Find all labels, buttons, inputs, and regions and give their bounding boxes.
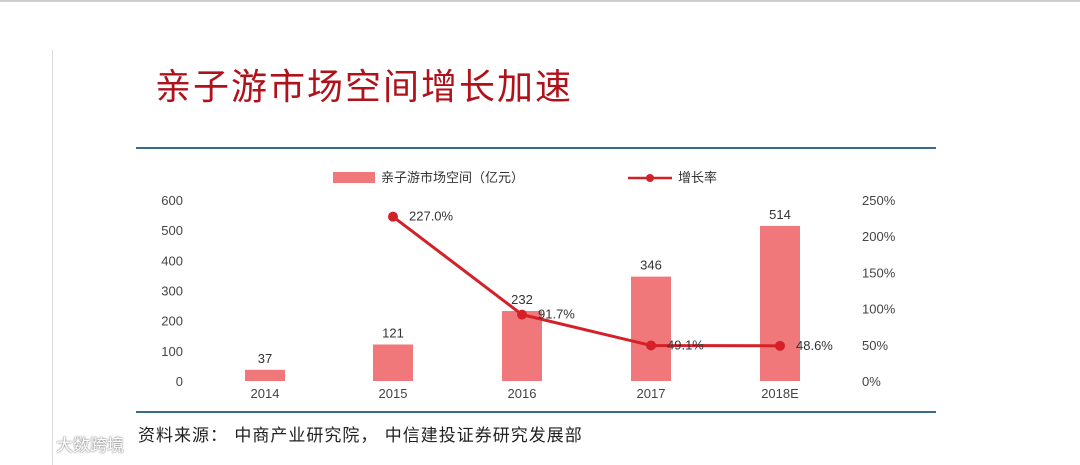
left-tick-label: 600 [161,193,183,208]
x-tick-label: 2014 [251,386,280,401]
bar-value-labels: 37 121 232 346 514 [258,207,791,366]
line-value-label: 227.0% [409,209,454,224]
bar-value-label: 121 [382,325,404,340]
right-tick-label: 100% [862,302,896,317]
bar-value-label: 232 [511,292,533,307]
legend-line-marker [646,174,654,182]
legend-line-label: 增长率 [678,170,717,185]
right-tick-label: 150% [862,265,896,280]
left-tick-label: 200 [161,314,183,329]
watermark-text: 大数跨境 [56,436,124,456]
x-tick-label: 2015 [379,386,408,401]
line-value-labels: 227.0% 91.7% 49.1% 48.6% [409,209,833,353]
top-border [0,0,1080,2]
bar-value-label: 514 [769,207,791,222]
left-axis: 0 100 200 300 400 500 600 [161,193,183,389]
left-tick-label: 100 [161,344,183,359]
line-point [388,211,398,222]
bar [631,276,671,381]
right-tick-label: 0% [862,374,881,389]
bar-value-label: 37 [258,351,272,366]
left-border [52,50,53,465]
slide-title: 亲子游市场空间增长加速 [155,67,574,108]
x-tick-label: 2016 [508,386,537,401]
bar [760,225,800,381]
line-value-label: 48.6% [796,338,833,353]
growth-rate-line [392,215,781,348]
line-value-label: 49.1% [667,337,704,352]
chart-top-rule [136,147,936,149]
bar [245,369,285,381]
source-note: 资料来源： 中商产业研究院， 中信建投证券研究发展部 [138,426,583,446]
line-value-label: 91.7% [538,307,575,322]
bar-value-label: 346 [640,258,662,273]
chart-bottom-rule [136,411,936,413]
legend-bar-label: 亲子游市场空间（亿元） [381,170,524,185]
left-tick-label: 400 [161,253,183,268]
left-tick-label: 500 [161,223,183,238]
left-tick-label: 300 [161,284,183,299]
line-point [646,340,656,351]
bar [373,344,413,381]
right-tick-label: 200% [862,229,896,244]
x-axis: 2014 2015 2016 2017 2018E [251,386,800,401]
right-tick-label: 250% [862,193,896,208]
bar-series [245,225,800,381]
watermark-logo-icon [8,433,52,455]
right-axis: 0% 50% 100% 150% 200% 250% [862,193,896,389]
line-series [388,211,785,351]
chart-legend: 亲子游市场空间（亿元） 增长率 [333,170,717,185]
line-point [517,309,527,320]
x-tick-label: 2018E [761,386,799,401]
bar [502,311,542,381]
line-point [775,340,785,351]
legend-bar-swatch [333,172,375,183]
x-tick-label: 2017 [637,386,666,401]
right-tick-label: 50% [862,338,888,353]
left-tick-label: 0 [176,374,183,389]
watermark: 大数跨境 [8,431,124,456]
